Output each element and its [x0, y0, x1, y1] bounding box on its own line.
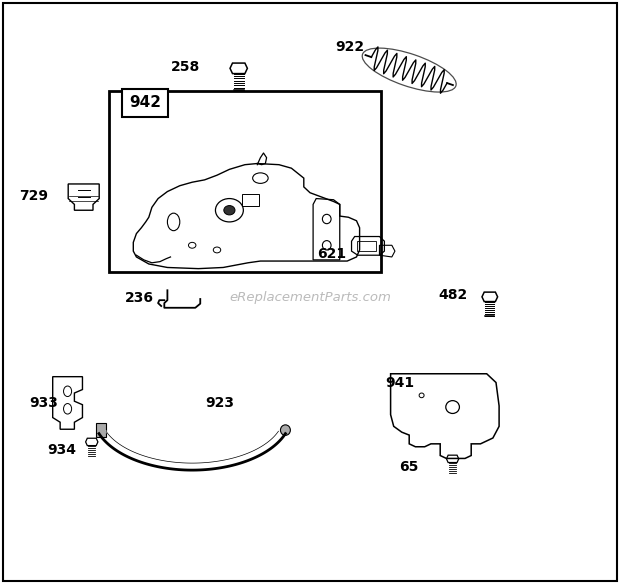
Polygon shape [96, 423, 107, 436]
Bar [122, 89, 168, 117]
Ellipse shape [280, 425, 290, 435]
Text: 933: 933 [29, 396, 58, 410]
Text: 236: 236 [125, 291, 154, 305]
Bar [108, 91, 381, 272]
Text: 941: 941 [386, 376, 414, 390]
Ellipse shape [224, 206, 235, 215]
Text: 482: 482 [438, 288, 467, 302]
Text: eReplacementParts.com: eReplacementParts.com [229, 291, 391, 304]
Text: 922: 922 [336, 40, 365, 54]
Bar [242, 194, 259, 206]
Text: 621: 621 [317, 247, 346, 261]
Text: 258: 258 [171, 60, 201, 74]
Text: 942: 942 [129, 95, 161, 110]
Text: 923: 923 [206, 396, 234, 410]
Bar [357, 241, 376, 251]
Text: 729: 729 [20, 189, 48, 203]
Text: 934: 934 [48, 443, 76, 457]
Text: 65: 65 [399, 460, 419, 474]
